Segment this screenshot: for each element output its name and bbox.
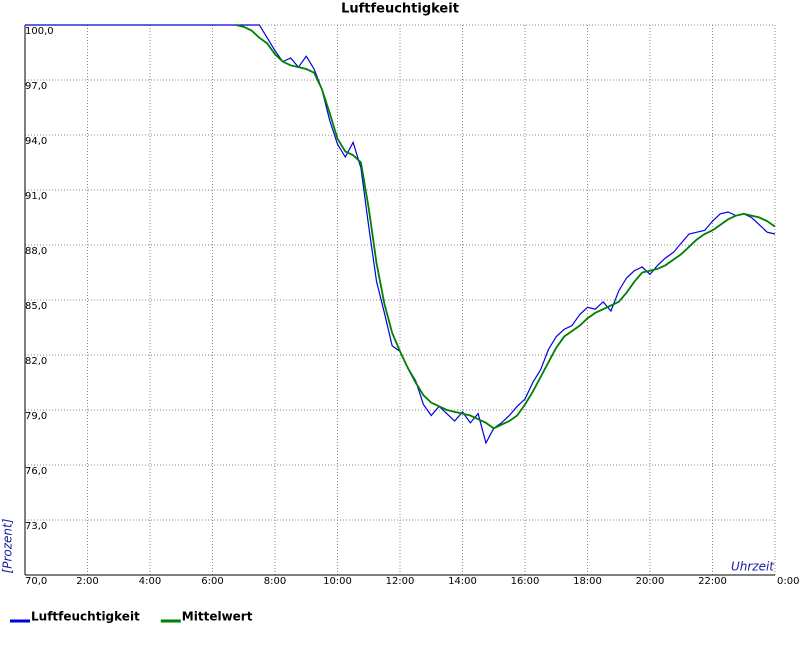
y-tick-label: 100,0 bbox=[25, 26, 54, 37]
x-tick-label: 16:00 bbox=[511, 576, 540, 587]
y-tick-label: 76,0 bbox=[25, 466, 47, 477]
y-axis-label: [Prozent] bbox=[1, 518, 15, 573]
data-line bbox=[235, 24, 776, 430]
x-tick-label: 12:00 bbox=[386, 576, 415, 587]
y-tick-label: 82,0 bbox=[25, 356, 47, 367]
x-tick-label: 18:00 bbox=[573, 576, 602, 587]
x-tick-label: 14:00 bbox=[448, 576, 477, 587]
x-tick-label: 22:00 bbox=[698, 576, 727, 587]
x-tick-label: 6:00 bbox=[201, 576, 223, 587]
y-tick-label: 94,0 bbox=[25, 136, 47, 147]
legend-label: Mittelwert bbox=[182, 610, 253, 624]
y-tick-label: 97,0 bbox=[25, 81, 47, 92]
y-tick-label: 79,0 bbox=[25, 411, 47, 422]
y-tick-label: 73,0 bbox=[25, 521, 47, 532]
x-tick-label: 20:00 bbox=[636, 576, 665, 587]
y-tick-label: 85,0 bbox=[25, 301, 47, 312]
y-tick-label: 88,0 bbox=[25, 246, 47, 257]
y-tick-label: 70,0 bbox=[25, 576, 47, 587]
chart-title: Luftfeuchtigkeit bbox=[341, 2, 459, 17]
x-tick-label: 2:00 bbox=[76, 576, 98, 587]
x-tick-label: 4:00 bbox=[139, 576, 161, 587]
legend-label: Luftfeuchtigkeit bbox=[31, 610, 140, 624]
x-tick-label: 8:00 bbox=[264, 576, 286, 587]
data-line bbox=[25, 24, 776, 445]
y-tick-label: 91,0 bbox=[25, 191, 47, 202]
x-tick-label: 10:00 bbox=[323, 576, 352, 587]
x-tick-label: 0:00 bbox=[777, 576, 799, 587]
x-axis-label: Uhrzeit bbox=[731, 560, 775, 574]
